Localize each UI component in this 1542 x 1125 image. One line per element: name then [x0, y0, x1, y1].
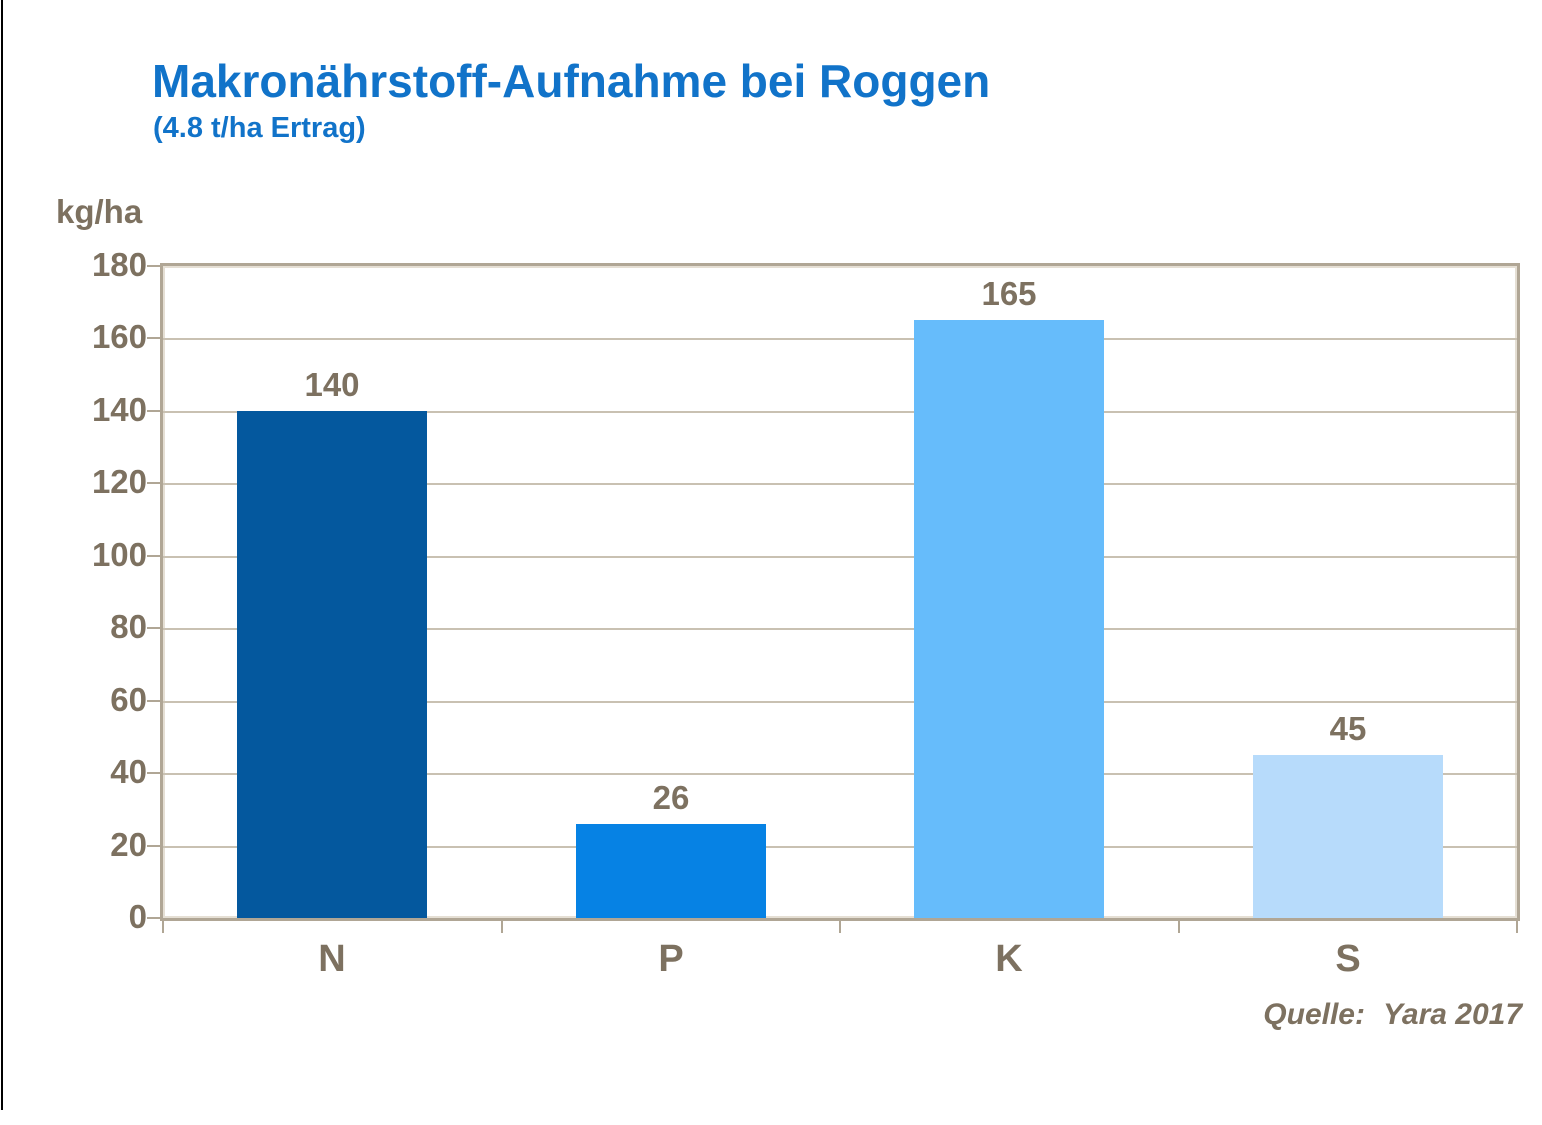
- y-tick-100: [147, 555, 160, 557]
- y-tick-label-20: 20: [110, 826, 147, 863]
- x-tick-0: [162, 921, 164, 933]
- y-tick-180: [147, 265, 160, 267]
- gridline-40: [163, 773, 1517, 775]
- value-label-S: 45: [1329, 710, 1367, 747]
- x-tick-3: [1178, 921, 1180, 933]
- y-tick-120: [147, 482, 160, 484]
- plot-area: 140 26 165 45: [160, 263, 1520, 921]
- bar-K: [914, 320, 1104, 918]
- y-tick-140: [147, 410, 160, 412]
- y-tick-label-80: 80: [110, 608, 147, 645]
- gridline-120: [163, 483, 1517, 485]
- source-label: Quelle:: [1263, 998, 1365, 1031]
- category-label-S: S: [1335, 938, 1361, 980]
- y-tick-label-180: 180: [91, 246, 147, 283]
- gridline-60: [163, 701, 1517, 703]
- y-axis-unit-label: kg/ha: [56, 193, 143, 230]
- y-tick-40: [147, 772, 160, 774]
- source-value: Yara 2017: [1382, 998, 1522, 1031]
- category-label-K: K: [995, 938, 1023, 980]
- category-label-N: N: [318, 938, 346, 980]
- gridline-80: [163, 628, 1517, 630]
- x-tick-1: [501, 921, 503, 933]
- category-label-P: P: [658, 938, 684, 980]
- gridline-160: [163, 338, 1517, 340]
- x-tick-2: [839, 921, 841, 933]
- gridline-100: [163, 556, 1517, 558]
- y-tick-label-0: 0: [128, 898, 147, 935]
- y-tick-label-160: 160: [91, 318, 147, 355]
- y-tick-label-40: 40: [110, 753, 147, 790]
- x-tick-4: [1516, 921, 1518, 933]
- y-tick-label-140: 140: [91, 391, 147, 428]
- y-tick-0: [147, 917, 160, 919]
- y-tick-20: [147, 845, 160, 847]
- source-note: Quelle: Yara 2017: [1263, 998, 1522, 1032]
- value-label-K: 165: [981, 275, 1037, 312]
- value-label-P: 26: [652, 779, 690, 816]
- left-edge-artifact: [1, 0, 3, 1110]
- chart-subtitle: (4.8 t/ha Ertrag): [153, 112, 366, 144]
- bar-P: [576, 824, 766, 918]
- gridline-140: [163, 411, 1517, 413]
- chart-title: Makronährstoff-Aufnahme bei Roggen: [152, 55, 991, 107]
- y-tick-label-100: 100: [91, 536, 147, 573]
- bar-S: [1253, 755, 1443, 918]
- y-tick-80: [147, 627, 160, 629]
- y-tick-160: [147, 337, 160, 339]
- y-tick-label-60: 60: [110, 681, 147, 718]
- y-tick-label-120: 120: [91, 463, 147, 500]
- bar-N: [237, 411, 427, 918]
- gridline-20: [163, 846, 1517, 848]
- y-tick-60: [147, 700, 160, 702]
- value-label-N: 140: [304, 366, 360, 403]
